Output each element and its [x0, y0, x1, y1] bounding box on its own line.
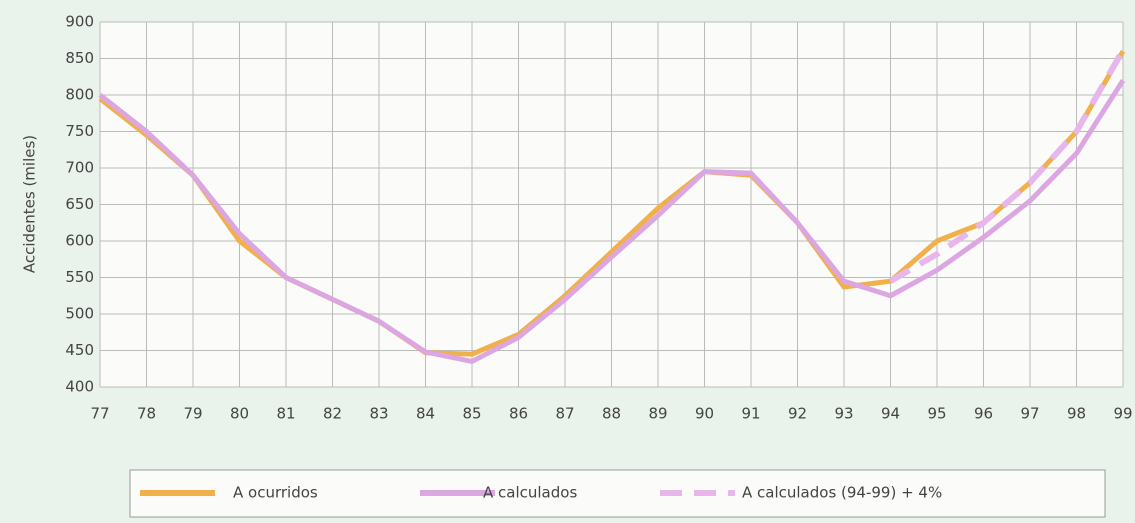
- y-axis-label: Accidentes (miles): [21, 135, 39, 273]
- x-tick-label: 89: [648, 405, 667, 423]
- legend-label: A calculados (94-99) + 4%: [742, 484, 942, 502]
- x-tick-label: 96: [974, 405, 993, 423]
- x-tick-label: 93: [834, 405, 853, 423]
- x-tick-label: 97: [1020, 405, 1039, 423]
- y-tick-label: 900: [65, 13, 94, 31]
- y-tick-label: 850: [65, 49, 94, 67]
- x-tick-label: 79: [183, 405, 202, 423]
- x-tick-label: 85: [462, 405, 481, 423]
- x-tick-label: 91: [741, 405, 760, 423]
- y-tick-label: 450: [65, 341, 94, 359]
- x-tick-label: 80: [230, 405, 249, 423]
- x-tick-label: 82: [323, 405, 342, 423]
- series-line: [888, 48, 1126, 284]
- legend-label: A ocurridos: [233, 484, 318, 502]
- x-tick-label: 98: [1067, 405, 1086, 423]
- y-tick-label: 600: [65, 232, 94, 250]
- y-tick-label: 400: [65, 378, 94, 396]
- x-tick-label: 90: [695, 405, 714, 423]
- y-tick-label: 800: [65, 86, 94, 104]
- x-tick-label: 77: [90, 405, 109, 423]
- y-tick-label: 550: [65, 268, 94, 286]
- x-tick-label: 87: [555, 405, 574, 423]
- x-tick-label: 94: [881, 405, 900, 423]
- series-line: [98, 79, 1126, 364]
- x-tick-label: 81: [276, 405, 295, 423]
- x-tick-label: 86: [509, 405, 528, 423]
- y-tick-label: 750: [65, 122, 94, 140]
- x-tick-label: 88: [602, 405, 621, 423]
- legend: [129, 469, 1106, 518]
- x-tick-label: 92: [788, 405, 807, 423]
- x-tick-label: 84: [416, 405, 435, 423]
- y-tick-label: 700: [65, 159, 94, 177]
- x-tick-label: 99: [1113, 405, 1132, 423]
- x-tick-label: 78: [137, 405, 156, 423]
- y-tick-label: 650: [65, 195, 94, 213]
- y-tick-label: 500: [65, 305, 94, 323]
- x-tick-label: 83: [369, 405, 388, 423]
- legend-label: A calculados: [483, 484, 577, 502]
- x-tick-label: 95: [927, 405, 946, 423]
